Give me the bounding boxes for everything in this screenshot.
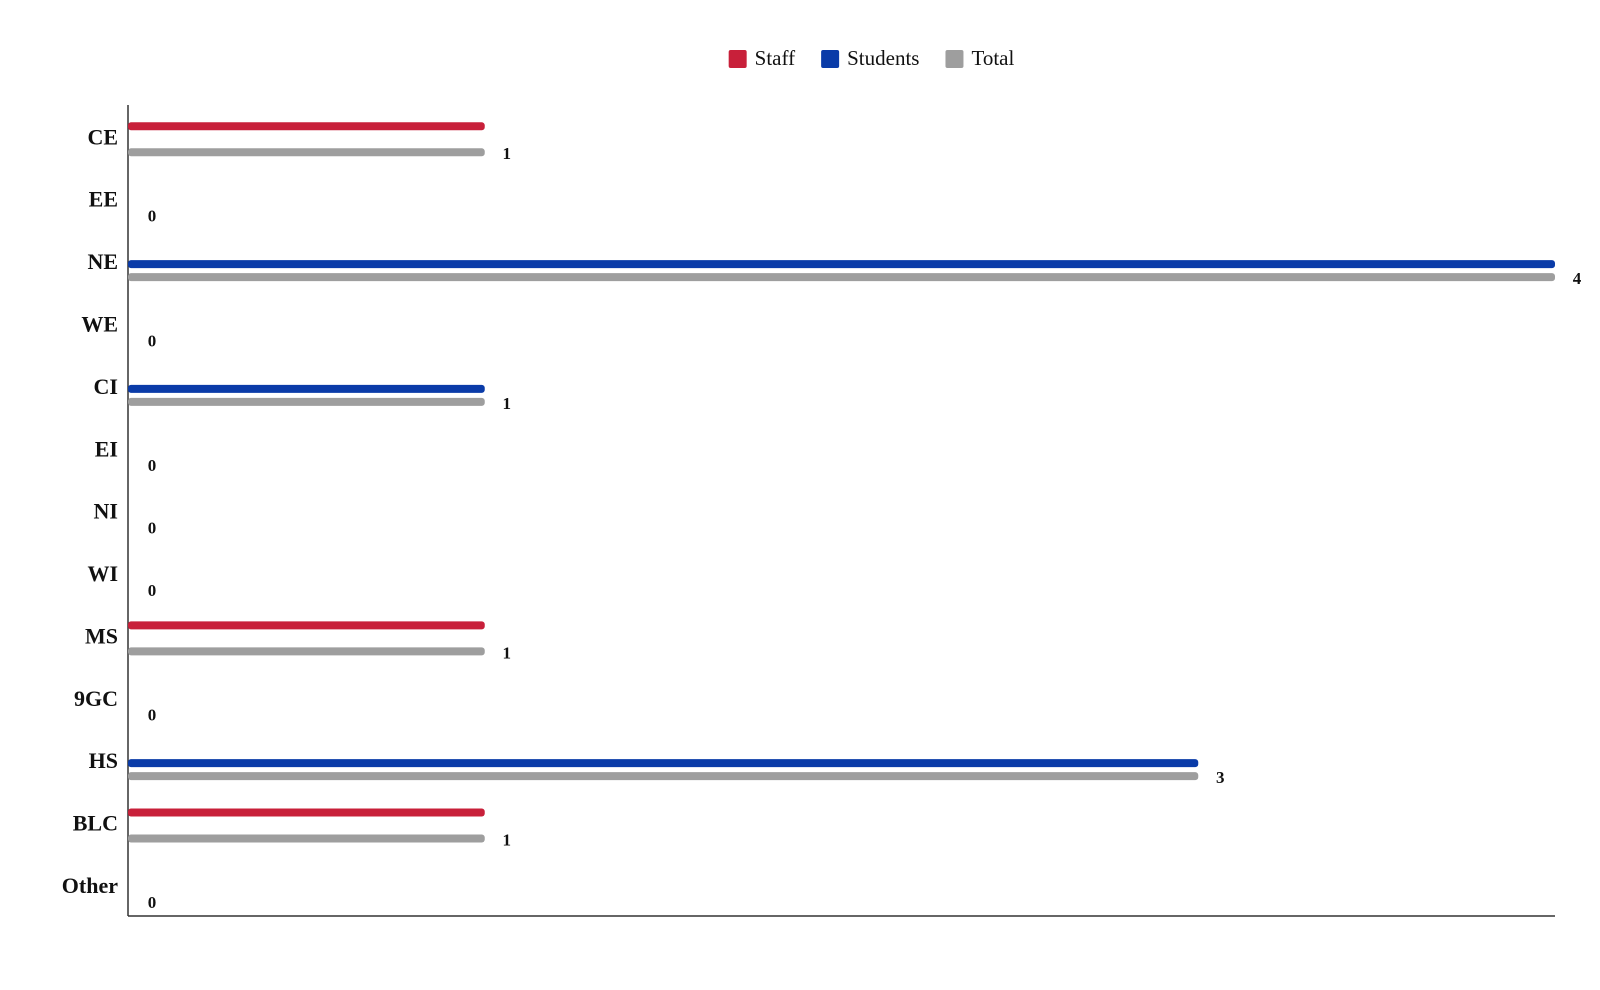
bar [128,260,1555,269]
data-label: 0 [148,207,157,226]
data-label: 3 [1216,768,1225,787]
y-tick-label: EI [95,436,118,461]
y-tick-label: Other [62,873,118,898]
bar [128,647,485,656]
y-tick-label: WI [87,561,118,586]
bar [128,772,1199,781]
legend-swatch [821,50,840,68]
y-tick-label: EE [89,187,118,212]
legend-label: Students [847,46,919,70]
data-label: 1 [503,830,512,849]
legend-swatch [728,50,747,68]
y-tick-label: HS [89,748,118,773]
legend-label: Total [971,46,1014,70]
legend-label: Staff [755,46,795,70]
y-tick-label: CI [94,374,118,399]
y-tick-label: MS [85,623,118,648]
bar [128,808,485,817]
data-label: 0 [148,706,157,725]
data-label: 1 [503,394,512,413]
bar [128,273,1555,282]
y-tick-label: 9GC [74,686,118,711]
legend-swatch [945,50,964,68]
bar [128,621,485,630]
bar [128,834,485,843]
bar [128,384,485,393]
y-tick-label: NE [87,249,118,274]
data-label: 0 [148,893,157,912]
bar [128,148,485,157]
data-label: 1 [503,643,512,662]
y-tick-label: WE [81,312,118,337]
data-label: 0 [148,581,157,600]
data-label: 1 [503,144,512,163]
data-label: 0 [148,456,157,475]
data-label: 0 [148,519,157,538]
y-tick-label: BLC [73,811,118,836]
bar [128,397,485,406]
data-label: 4 [1573,269,1582,288]
bar [128,759,1199,768]
bar [128,122,485,131]
y-tick-label: CE [87,124,118,149]
data-label: 0 [148,331,157,350]
y-tick-label: NI [94,499,118,524]
